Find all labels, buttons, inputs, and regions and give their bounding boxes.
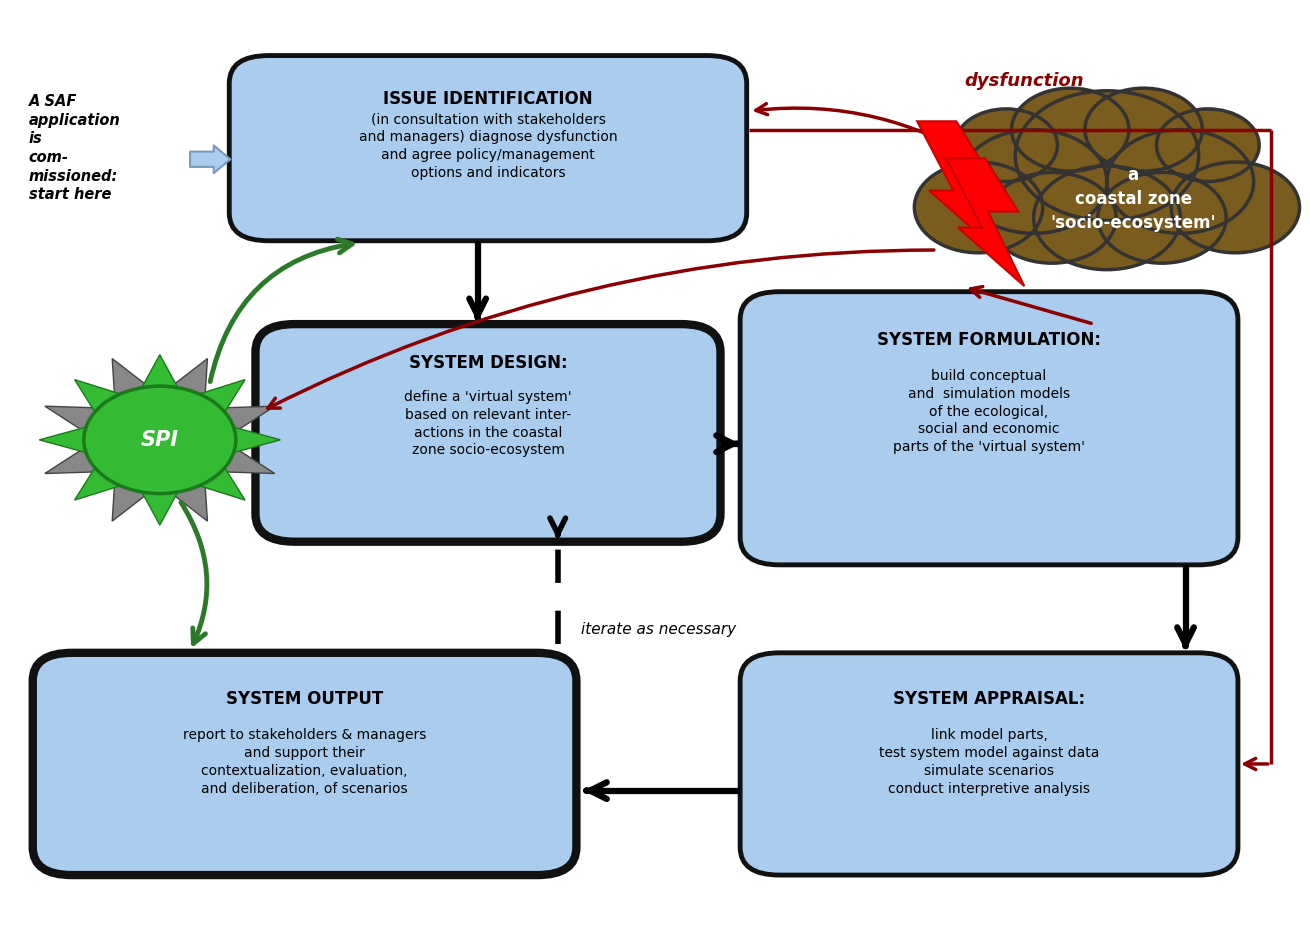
FancyBboxPatch shape <box>740 653 1238 875</box>
Text: a
coastal zone
'socio-ecosystem': a coastal zone 'socio-ecosystem' <box>1051 167 1216 232</box>
Circle shape <box>1034 166 1180 269</box>
Text: (in consultation with stakeholders
and managers) diagnose dysfunction
and agree : (in consultation with stakeholders and m… <box>359 113 617 180</box>
Circle shape <box>988 172 1116 263</box>
Text: report to stakeholders & managers
and support their
contextualization, evaluatio: report to stakeholders & managers and su… <box>183 729 426 795</box>
Text: SYSTEM OUTPUT: SYSTEM OUTPUT <box>225 690 384 708</box>
FancyArrowPatch shape <box>190 145 231 173</box>
Text: dysfunction: dysfunction <box>964 72 1085 91</box>
Text: ISSUE IDENTIFICATION: ISSUE IDENTIFICATION <box>383 90 593 108</box>
Polygon shape <box>45 358 275 521</box>
FancyBboxPatch shape <box>229 56 747 241</box>
Text: link model parts,
test system model against data
simulate scenarios
conduct inte: link model parts, test system model agai… <box>879 729 1099 795</box>
FancyBboxPatch shape <box>33 653 576 875</box>
Text: SYSTEM APPRAISAL:: SYSTEM APPRAISAL: <box>893 690 1085 708</box>
Circle shape <box>955 109 1057 181</box>
Circle shape <box>960 130 1107 233</box>
Circle shape <box>1157 109 1259 181</box>
Text: SYSTEM DESIGN:: SYSTEM DESIGN: <box>409 355 567 372</box>
Polygon shape <box>946 158 1024 286</box>
Circle shape <box>1011 88 1129 171</box>
Text: build conceptual
and  simulation models
of the ecological,
social and economic
p: build conceptual and simulation models o… <box>893 369 1085 455</box>
Text: A SAF
application
is
com-
missioned:
start here: A SAF application is com- missioned: sta… <box>29 94 121 202</box>
Circle shape <box>1098 172 1226 263</box>
FancyBboxPatch shape <box>255 324 721 542</box>
Text: iterate as necessary: iterate as necessary <box>582 622 736 637</box>
Circle shape <box>1171 162 1300 253</box>
FancyBboxPatch shape <box>740 292 1238 565</box>
Polygon shape <box>917 121 996 249</box>
Text: define a 'virtual system'
based on relevant inter-
actions in the coastal
zone s: define a 'virtual system' based on relev… <box>405 390 571 457</box>
Circle shape <box>1015 91 1199 220</box>
Text: SPI: SPI <box>140 430 179 450</box>
Circle shape <box>1085 88 1203 171</box>
Circle shape <box>84 386 236 494</box>
Circle shape <box>914 162 1043 253</box>
Circle shape <box>1107 130 1254 233</box>
Text: SYSTEM FORMULATION:: SYSTEM FORMULATION: <box>878 332 1100 349</box>
Polygon shape <box>39 355 280 525</box>
